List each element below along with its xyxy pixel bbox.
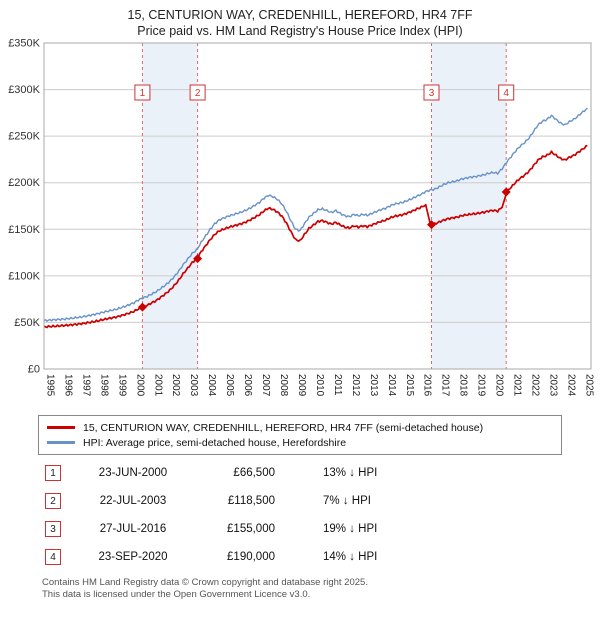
legend-label-property: 15, CENTURION WAY, CREDENHILL, HEREFORD,… — [83, 421, 484, 434]
sale-flag-2 — [189, 84, 206, 101]
x-tick-label: 1998 — [98, 374, 109, 397]
y-tick-label: £150K — [8, 224, 40, 236]
x-tick-label: 2019 — [476, 374, 487, 397]
x-tick-label: 2020 — [494, 374, 505, 397]
y-tick-label: £50K — [14, 317, 40, 329]
x-tick-label: 1996 — [63, 374, 74, 397]
page-title: 15, CENTURION WAY, CREDENHILL, HEREFORD,… — [127, 8, 473, 22]
x-tick-label: 2016 — [422, 374, 433, 397]
x-tick-label: 2017 — [440, 374, 451, 397]
y-tick-label: £250K — [8, 131, 40, 143]
transaction-price: £66,500 — [233, 467, 275, 479]
sale-marker-1 — [137, 302, 147, 312]
transaction-vs-hpi: 7% ↓ HPI — [323, 495, 371, 507]
x-tick-label: 1997 — [80, 374, 91, 397]
transaction-number: 4 — [45, 549, 61, 565]
x-tick-label: 2000 — [134, 374, 145, 397]
transaction-vs-hpi: 14% ↓ HPI — [323, 551, 378, 563]
x-tick-label: 2018 — [458, 374, 469, 397]
x-tick-label: 2013 — [368, 374, 379, 397]
x-tick-label: 2004 — [206, 374, 217, 397]
footer-licence: This data is licensed under the Open Gov… — [42, 589, 311, 600]
x-tick-label: 2011 — [332, 374, 343, 396]
x-tick-label: 2014 — [386, 374, 397, 397]
sale-flag-3 — [423, 84, 440, 101]
transaction-row-4: 4 23-SEP-2020 £190,000 14% ↓ HPI — [45, 549, 600, 565]
legend-label-hpi: HPI: Average price, semi-detached house,… — [83, 436, 347, 449]
transaction-date: 23-JUN-2000 — [98, 467, 168, 479]
transaction-vs-hpi: 19% ↓ HPI — [323, 523, 378, 535]
x-tick-label: 1999 — [116, 374, 127, 397]
x-tick-label: 2009 — [296, 374, 307, 397]
x-tick-label: 2006 — [242, 374, 253, 397]
transaction-vs-hpi: 13% ↓ HPI — [323, 467, 378, 479]
transaction-row-2: 2 22-JUL-2003 £118,500 7% ↓ HPI — [45, 493, 600, 509]
sale-flag-number: 4 — [503, 88, 509, 99]
transaction-price: £190,000 — [227, 551, 275, 563]
transaction-price: £155,000 — [227, 523, 275, 535]
sale-flag-4 — [498, 84, 515, 101]
sale-flag-number: 3 — [429, 88, 435, 99]
y-tick-label: £200K — [8, 177, 40, 189]
x-tick-label: 2010 — [314, 374, 325, 397]
footer: Contains HM Land Registry data © Crown c… — [42, 577, 600, 601]
transaction-date: 22-JUL-2003 — [99, 495, 167, 507]
x-tick-label: 2001 — [152, 374, 163, 397]
legend-swatch-hpi — [47, 441, 75, 444]
x-tick-label: 2024 — [566, 374, 577, 397]
x-tick-label: 2002 — [170, 374, 181, 397]
transaction-row-3: 3 27-JUL-2016 £155,000 19% ↓ HPI — [45, 521, 600, 537]
sale-marker-3 — [427, 220, 436, 230]
chart-header: 15, CENTURION WAY, CREDENHILL, HEREFORD,… — [0, 0, 600, 39]
x-tick-label: 1995 — [45, 374, 56, 397]
y-tick-label: £350K — [8, 39, 40, 50]
x-tick-label: 2008 — [278, 374, 289, 397]
y-tick-label: £300K — [8, 84, 40, 96]
transaction-number: 2 — [45, 493, 61, 509]
price-paid-line — [43, 144, 588, 329]
transaction-table: 1 23-JUN-2000 £66,500 13% ↓ HPI 2 22-JUL-2003… — [45, 465, 600, 565]
sale-marker-2 — [193, 254, 203, 264]
x-tick-label: 2012 — [350, 374, 361, 397]
x-tick-label: 2021 — [512, 374, 523, 397]
legend-entry-property: 15, CENTURION WAY, CREDENHILL, HEREFORD,… — [47, 420, 553, 435]
transaction-row-1: 1 23-JUN-2000 £66,500 13% ↓ HPI — [45, 465, 600, 481]
x-tick-label: 2022 — [530, 374, 541, 397]
y-tick-label: £100K — [8, 270, 40, 282]
x-tick-label: 2023 — [548, 374, 559, 397]
sale-marker-4 — [501, 187, 511, 197]
page-subtitle: Price paid vs. HM Land Registry's House … — [137, 24, 463, 38]
transaction-number: 1 — [45, 465, 61, 481]
transaction-number: 3 — [45, 521, 61, 537]
sale-flag-number: 2 — [195, 88, 201, 99]
x-tick-label: 2003 — [188, 374, 199, 397]
transaction-date: 23-SEP-2020 — [98, 551, 168, 563]
x-tick-label: 2025 — [583, 374, 594, 397]
sale-flag-1 — [134, 84, 151, 101]
transaction-price: £118,500 — [227, 495, 275, 507]
y-tick-label: £0 — [28, 364, 40, 376]
sale-flag-number: 1 — [140, 88, 146, 99]
legend-swatch-property — [47, 426, 75, 429]
chart-legend: 15, CENTURION WAY, CREDENHILL, HEREFORD,… — [38, 415, 562, 455]
ownership-band-1 — [142, 43, 198, 369]
x-tick-label: 2005 — [224, 374, 235, 397]
legend-entry-hpi: HPI: Average price, semi-detached house,… — [47, 435, 553, 450]
transaction-date: 27-JUL-2016 — [99, 523, 167, 535]
x-tick-label: 2015 — [404, 374, 415, 397]
x-tick-label: 2007 — [260, 374, 271, 397]
hpi-line — [43, 107, 588, 322]
ownership-band-2 — [431, 43, 507, 369]
footer-copyright: Contains HM Land Registry data © Crown c… — [42, 577, 368, 588]
price-chart: 1 2 3 4 £0 £50K £100K £150K £200K £250K £300K £350K… — [8, 39, 594, 397]
